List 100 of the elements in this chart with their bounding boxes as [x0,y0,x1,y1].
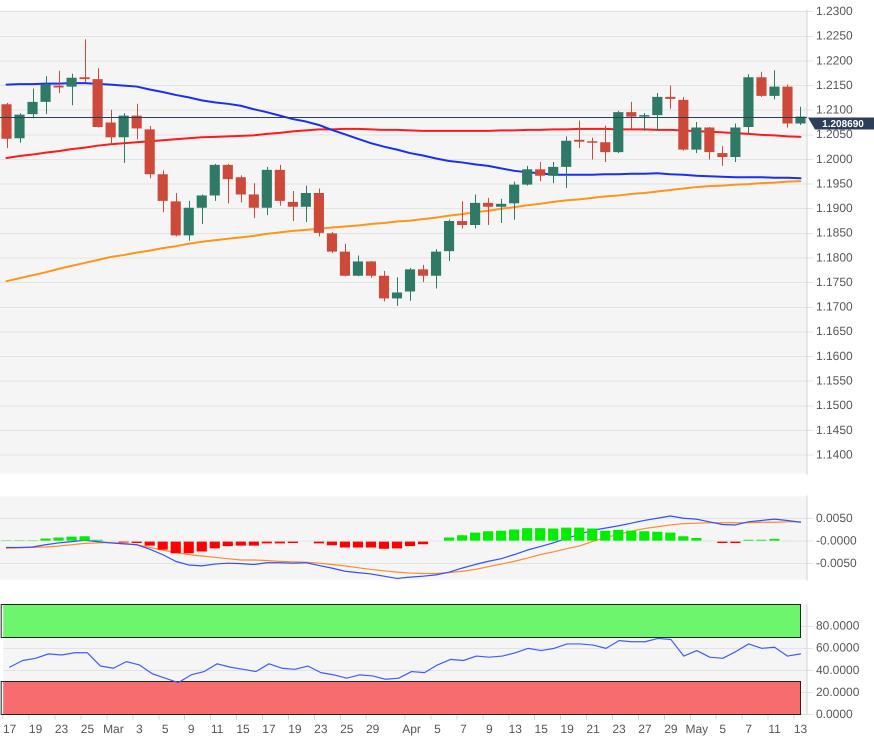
x-tick-label: 7 [745,722,752,736]
bar [548,528,558,541]
bar [158,542,168,550]
x-tick-label: 15 [534,722,548,736]
candlestick [106,109,116,146]
candlestick [210,163,220,202]
candlestick [756,71,767,98]
candlestick [496,198,506,224]
bar [678,536,688,541]
y-tick-label: 1.1800 [816,250,854,264]
x-tick-label: 29 [366,722,380,736]
bar [222,542,233,546]
candlestick [639,112,650,132]
y-tick-label: 1.2250 [816,28,854,43]
candlestick [613,110,624,154]
x-tick-label: 15 [236,722,250,736]
candlestick [158,170,168,213]
y-tick-label: 1.2300 [816,4,854,18]
x-tick-label: 17 [2,722,17,736]
ref-line-label: 1.208690 [822,118,864,130]
bar [665,532,676,541]
candlestick [392,276,402,306]
x-tick-label: 11 [210,722,224,736]
x-tick-label: 19 [560,722,574,736]
candlestick [66,73,77,106]
bar [210,542,220,548]
y-tick-label: 1.2100 [816,102,854,117]
y-tick-label: 1.2000 [816,152,854,166]
bar [184,542,194,554]
x-tick-label: 9 [188,722,195,736]
bar [248,542,259,546]
x-tick-label: Apr [402,722,421,736]
candlestick [665,85,676,110]
x-tick-label: 3 [136,722,143,736]
bar [600,530,610,541]
x-tick-label: 23 [612,722,626,736]
x-tick-label: 13 [508,722,522,736]
y-tick-label: 20.0000 [816,684,860,699]
y-tick-label: 1.1850 [816,226,854,240]
bar [652,532,662,541]
y-tick-label: 1.1550 [816,373,854,388]
bar [366,542,376,548]
x-tick-label: 11 [768,722,782,736]
x-tick-label: 5 [434,722,442,736]
bar [535,528,546,541]
x-tick-label: Mar [103,722,124,736]
bar [66,536,77,541]
candlestick [236,174,246,203]
bar [404,542,416,546]
bar [340,542,350,548]
bar [587,528,598,541]
x-tick-label: 29 [664,722,678,736]
bar [522,528,532,541]
candlestick [80,38,90,83]
y-tick-label: 1.2050 [816,127,854,142]
y-tick-label: -0.0000 [816,533,858,548]
candlestick [509,181,520,220]
y-tick-label: -0.0050 [816,556,858,570]
bar [613,530,624,541]
candlestick [600,124,610,162]
bar [496,530,506,541]
candlestick [288,190,298,222]
candlestick [587,137,598,160]
x-tick-label: 23 [314,722,328,736]
candlestick [483,197,494,226]
x-tick-label: 25 [340,722,354,736]
candlestick [717,146,728,166]
bar [418,542,428,544]
candlestick [300,185,311,223]
x-tick-label: 17 [262,722,276,736]
x-tick-label: 5 [719,722,726,736]
candlestick [561,136,572,189]
x-tick-label: 5 [162,722,169,736]
x-tick-label: 9 [486,722,494,736]
y-tick-label: 1.1900 [816,201,854,216]
bar [144,542,155,546]
bar [80,536,90,541]
y-tick-label: 1.2200 [816,53,854,68]
candlestick [53,70,64,94]
x-tick-label: 19 [288,722,302,736]
bar [378,542,390,549]
candlestick [196,194,207,225]
y-tick-label: 1.1750 [816,274,854,289]
x-tick-label: 21 [586,722,600,736]
y-tick-label: 1.1650 [816,324,854,338]
y-tick-label: 80.0000 [816,618,860,633]
bar [170,542,181,554]
bar [326,542,337,546]
bar [392,542,402,548]
bar [444,538,454,541]
y-tick-label: 1.1500 [816,398,854,412]
x-tick-label: 25 [80,722,94,736]
candlestick [144,125,155,179]
x-tick-label: 7 [460,722,468,736]
bar [691,538,702,541]
candlestick [378,270,390,302]
bar [196,542,207,552]
candlestick [248,182,259,219]
bar [626,530,636,541]
candlestick [184,200,194,242]
